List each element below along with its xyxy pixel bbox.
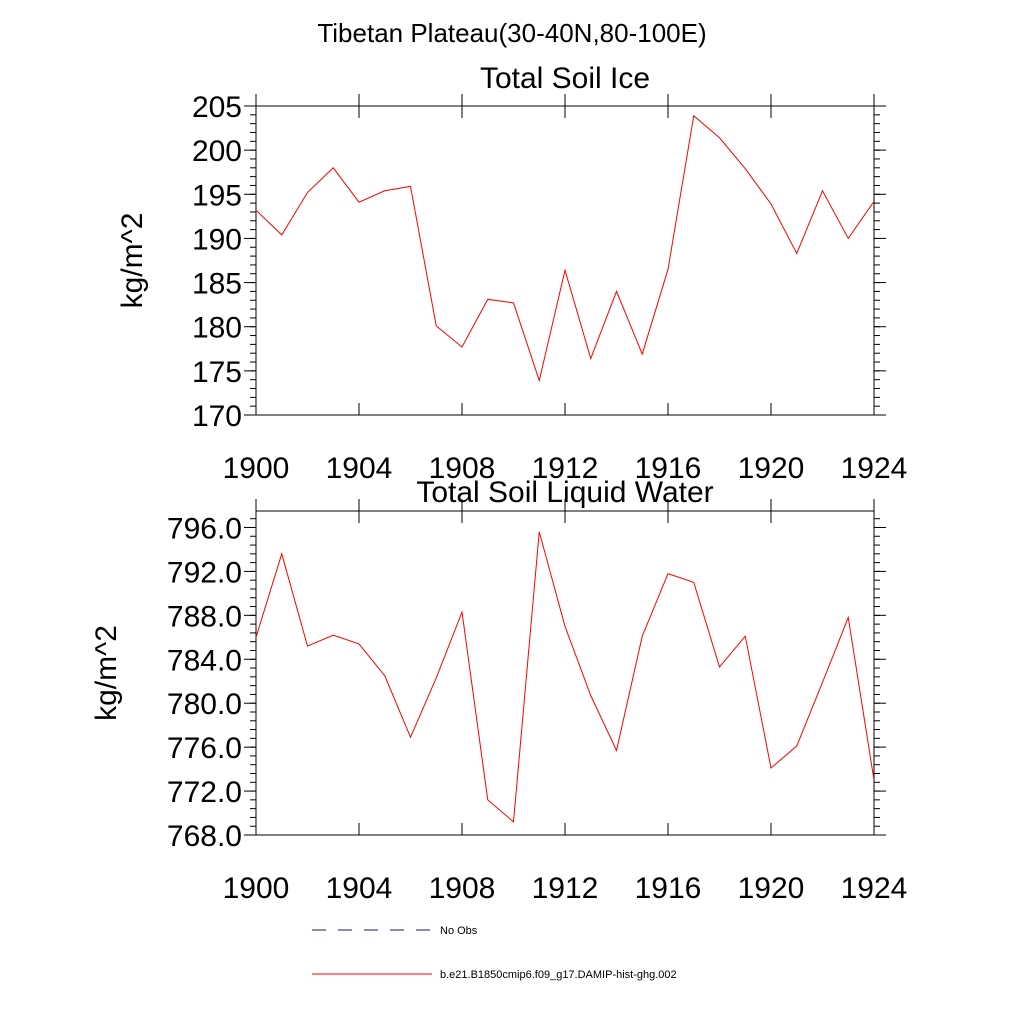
y-tick-label: 768.0 — [167, 820, 242, 853]
y-tick-label: 170 — [192, 400, 242, 433]
legend-label-no-obs: No Obs — [440, 925, 478, 937]
y-tick-label: 180 — [192, 312, 242, 345]
legend-item-no-obs: No Obs — [312, 925, 478, 937]
x-tick-label: 1912 — [532, 452, 599, 485]
x-tick-label: 1908 — [429, 452, 496, 485]
x-tick-label: 1904 — [326, 452, 393, 485]
x-tick-label: 1904 — [326, 872, 393, 905]
y-tick-label: 788.0 — [167, 600, 242, 633]
x-tick-label: 1916 — [635, 872, 702, 905]
y-tick-label: 195 — [192, 179, 242, 212]
x-tick-label: 1924 — [841, 452, 908, 485]
legend-label-model-run: b.e21.B1850cmip6.f09_g17.DAMIP-hist-ghg.… — [440, 969, 677, 981]
panel-title: Total Soil Ice — [480, 62, 650, 95]
y-tick-label: 784.0 — [167, 644, 242, 677]
plot-frame — [255, 510, 875, 836]
panel-total-soil-ice: Total Soil Ice kg/m^2 1900 1904 1908 1912 1916… — [116, 62, 907, 485]
y-tick-label: 780.0 — [167, 688, 242, 721]
y-tick-label: 796.0 — [167, 512, 242, 545]
x-tick-label: 1908 — [429, 872, 496, 905]
y-tick-label: 200 — [192, 135, 242, 168]
x-tick-label: 1916 — [635, 452, 702, 485]
y-tick-label: 175 — [192, 356, 242, 389]
y-tick-label: 772.0 — [167, 776, 242, 809]
x-tick-label: 1900 — [223, 452, 290, 485]
y-tick-label: 792.0 — [167, 556, 242, 589]
legend-item-model-run: b.e21.B1850cmip6.f09_g17.DAMIP-hist-ghg.… — [312, 969, 677, 981]
x-tick-label: 1920 — [738, 452, 805, 485]
plot-frame — [255, 105, 875, 416]
y-axis-label: kg/m^2 — [116, 213, 149, 309]
x-tick-label: 1900 — [223, 872, 290, 905]
series-line — [255, 531, 875, 823]
legend: No Obs b.e21.B1850cmip6.f09_g17.DAMIP-hi… — [312, 925, 677, 981]
x-tick-label: 1912 — [532, 872, 599, 905]
y-tick-label: 185 — [192, 268, 242, 301]
y-tick-label: 190 — [192, 223, 242, 256]
x-tick-label: 1924 — [841, 872, 908, 905]
x-tick-label: 1920 — [738, 872, 805, 905]
y-axis-label: kg/m^2 — [90, 625, 123, 721]
figure-suptitle: Tibetan Plateau(30-40N,80-100E) — [317, 18, 706, 48]
series-line — [255, 114, 875, 383]
y-tick-label: 205 — [192, 91, 242, 124]
y-tick-label: 776.0 — [167, 732, 242, 765]
